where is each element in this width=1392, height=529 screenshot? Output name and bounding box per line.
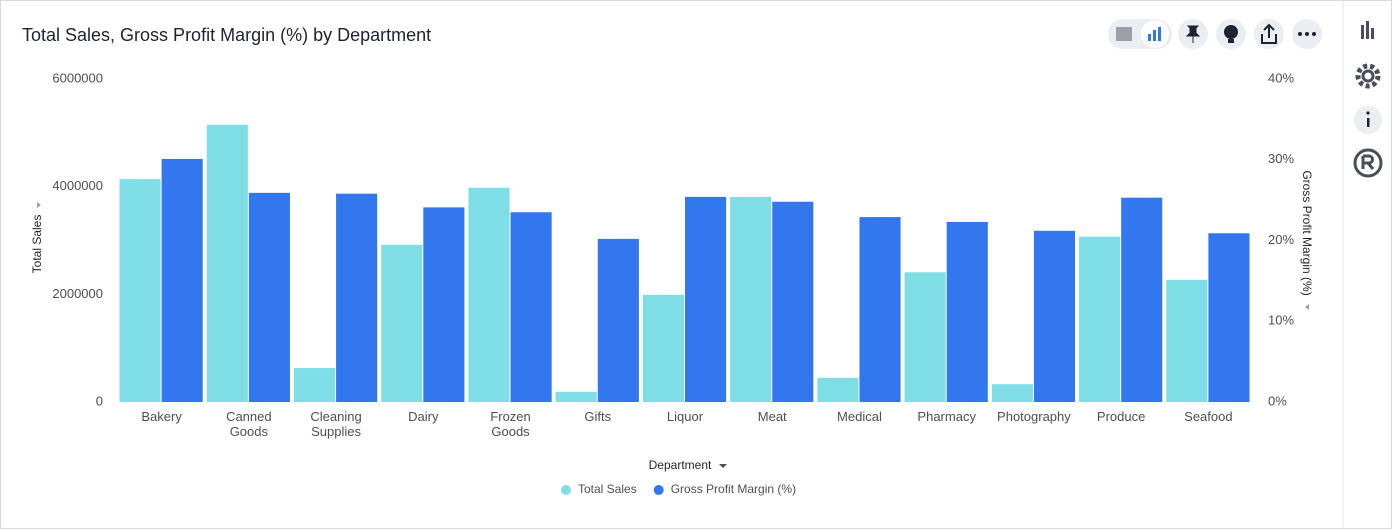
x-tick-label: Liquor xyxy=(666,409,704,424)
x-axis-title: Department xyxy=(649,458,712,472)
bar xyxy=(555,391,597,402)
chart-title: Total Sales, Gross Profit Margin (%) by … xyxy=(22,25,431,45)
y-tick-label: 6000000 xyxy=(52,70,103,85)
legend-marker xyxy=(653,485,664,495)
bar xyxy=(381,244,423,402)
x-tick-label: Canned Goods xyxy=(226,409,272,439)
bar xyxy=(642,294,684,402)
pin-icon xyxy=(1185,25,1201,43)
x-tick-label: Meat xyxy=(757,409,787,424)
y2-tick-label: 10% xyxy=(1268,313,1294,328)
icon xyxy=(1312,32,1316,36)
legend-marker xyxy=(561,485,571,495)
r-icon[interactable] xyxy=(1353,148,1383,178)
bar xyxy=(730,196,772,402)
y-tick-label: 2000000 xyxy=(52,286,103,301)
icon[interactable] xyxy=(1366,21,1369,39)
sort-icon xyxy=(37,202,41,208)
x-tick-label: Produce xyxy=(1096,409,1146,424)
icon xyxy=(1361,69,1375,83)
bar xyxy=(161,158,203,402)
bar xyxy=(510,212,552,402)
bar xyxy=(1166,279,1208,402)
bar xyxy=(468,187,510,402)
icon xyxy=(1367,118,1370,127)
bar xyxy=(423,207,465,402)
x-tick-label: Cleaning Supplies xyxy=(310,409,362,439)
bar xyxy=(817,377,859,402)
icon xyxy=(1298,32,1302,36)
x-tick-label: Seafood xyxy=(1184,409,1233,424)
settings-icon[interactable] xyxy=(1355,63,1381,89)
toolbar xyxy=(1108,19,1322,49)
x-tick-label: Dairy xyxy=(408,409,439,424)
y2-tick-label: 0% xyxy=(1268,393,1287,408)
icon xyxy=(1361,154,1375,170)
sidebar xyxy=(1353,21,1383,178)
bar xyxy=(991,384,1033,402)
share-icon xyxy=(1261,23,1277,44)
x-tick-label: Photography xyxy=(997,409,1071,424)
x-tick-label: Bakery xyxy=(141,409,182,424)
icon xyxy=(1305,32,1309,36)
bulb-icon xyxy=(1224,25,1238,39)
y-tick-label: 0 xyxy=(96,393,103,408)
bar xyxy=(1121,197,1163,402)
y2-tick-label: 40% xyxy=(1268,70,1294,85)
icon xyxy=(1153,30,1156,41)
icon xyxy=(1228,39,1234,43)
y2-axis-title: Gross Profit Margin (%) xyxy=(1300,170,1314,295)
icon xyxy=(1148,34,1151,41)
bar xyxy=(946,221,988,402)
bar xyxy=(904,272,946,402)
legend-label: Total Sales xyxy=(578,482,637,496)
icon xyxy=(1158,27,1161,41)
bar xyxy=(293,368,336,402)
sort-icon xyxy=(1305,304,1309,310)
bar xyxy=(1079,236,1121,402)
icon[interactable] xyxy=(1371,28,1374,39)
bar xyxy=(597,238,639,402)
bar xyxy=(1033,230,1076,402)
legend-label: Gross Profit Margin (%) xyxy=(671,482,796,496)
bar xyxy=(1208,233,1250,402)
bar xyxy=(119,179,161,402)
table-icon[interactable] xyxy=(1116,27,1132,41)
bar xyxy=(206,124,248,402)
x-tick-label: Gifts xyxy=(584,409,612,424)
x-tick-label: Medical xyxy=(837,409,882,424)
bar xyxy=(336,193,378,402)
x-tick-label: Pharmacy xyxy=(917,409,976,424)
bar xyxy=(772,201,814,402)
x-tick-label: Frozen Goods xyxy=(490,409,531,439)
bar xyxy=(248,192,290,402)
y2-tick-label: 20% xyxy=(1268,232,1294,247)
bar xyxy=(859,217,901,402)
icon[interactable] xyxy=(1361,25,1364,39)
dropdown-icon[interactable] xyxy=(719,464,727,468)
y2-tick-label: 30% xyxy=(1268,151,1294,166)
icon xyxy=(1366,111,1370,115)
bar xyxy=(685,196,727,402)
y-axis-title: Total Sales xyxy=(30,215,44,274)
y-tick-label: 4000000 xyxy=(52,178,103,193)
